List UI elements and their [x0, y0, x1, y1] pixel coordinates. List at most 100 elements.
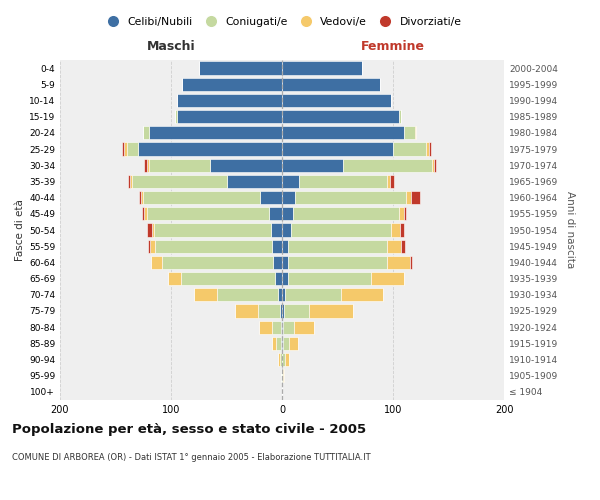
- Bar: [282, 94, 391, 107]
- Bar: [145, 207, 146, 220]
- Bar: [283, 369, 284, 382]
- Bar: [210, 158, 282, 172]
- Bar: [287, 272, 371, 285]
- Bar: [432, 158, 434, 172]
- Bar: [128, 175, 130, 188]
- Bar: [343, 158, 432, 172]
- Bar: [259, 320, 272, 334]
- Bar: [278, 288, 282, 302]
- Bar: [260, 191, 282, 204]
- Bar: [282, 288, 286, 302]
- Bar: [130, 175, 132, 188]
- Bar: [434, 158, 436, 172]
- Bar: [388, 175, 389, 188]
- Bar: [272, 320, 281, 334]
- Bar: [151, 256, 162, 269]
- Bar: [282, 126, 404, 140]
- Text: Popolazione per età, sesso e stato civile - 2005: Popolazione per età, sesso e stato civil…: [12, 422, 366, 436]
- Bar: [282, 353, 286, 366]
- Legend: Celibi/Nubili, Coniugati/e, Vedovi/e, Divorziati/e: Celibi/Nubili, Coniugati/e, Vedovi/e, Di…: [98, 12, 466, 32]
- Bar: [283, 320, 294, 334]
- Bar: [282, 110, 398, 124]
- Bar: [282, 191, 295, 204]
- Bar: [175, 110, 176, 124]
- Bar: [391, 224, 400, 236]
- Bar: [295, 191, 406, 204]
- Bar: [142, 207, 145, 220]
- Bar: [289, 336, 298, 350]
- Bar: [410, 256, 412, 269]
- Bar: [271, 224, 282, 236]
- Bar: [162, 256, 273, 269]
- Bar: [388, 256, 410, 269]
- Bar: [278, 353, 280, 366]
- Bar: [132, 175, 227, 188]
- Bar: [277, 336, 281, 350]
- Bar: [146, 224, 152, 236]
- Bar: [272, 240, 282, 253]
- Bar: [282, 175, 299, 188]
- Bar: [282, 224, 291, 236]
- Bar: [176, 110, 282, 124]
- Bar: [282, 207, 293, 220]
- Bar: [194, 288, 217, 302]
- Bar: [227, 175, 282, 188]
- Bar: [282, 142, 393, 156]
- Bar: [272, 336, 277, 350]
- Bar: [143, 191, 260, 204]
- Bar: [148, 240, 150, 253]
- Bar: [308, 304, 353, 318]
- Bar: [282, 158, 343, 172]
- Bar: [282, 320, 283, 334]
- Bar: [155, 240, 272, 253]
- Bar: [287, 240, 388, 253]
- Bar: [167, 272, 181, 285]
- Bar: [388, 240, 401, 253]
- Bar: [287, 256, 388, 269]
- Bar: [393, 142, 426, 156]
- Bar: [282, 78, 380, 91]
- Bar: [282, 304, 284, 318]
- Bar: [398, 110, 401, 124]
- Bar: [275, 272, 282, 285]
- Bar: [341, 288, 383, 302]
- Bar: [235, 304, 257, 318]
- Bar: [199, 62, 282, 74]
- Bar: [404, 207, 406, 220]
- Bar: [281, 369, 282, 382]
- Bar: [400, 224, 404, 236]
- Bar: [404, 126, 415, 140]
- Bar: [401, 240, 405, 253]
- Bar: [257, 304, 280, 318]
- Bar: [146, 158, 149, 172]
- Bar: [182, 78, 282, 91]
- Bar: [152, 224, 154, 236]
- Bar: [280, 304, 282, 318]
- Text: Femmine: Femmine: [361, 40, 425, 52]
- Bar: [371, 272, 404, 285]
- Bar: [282, 62, 362, 74]
- Bar: [299, 175, 388, 188]
- Bar: [282, 336, 283, 350]
- Bar: [127, 142, 138, 156]
- Bar: [217, 288, 278, 302]
- Bar: [143, 126, 149, 140]
- Bar: [146, 207, 269, 220]
- Bar: [273, 256, 282, 269]
- Bar: [426, 142, 428, 156]
- Bar: [139, 191, 141, 204]
- Bar: [293, 207, 398, 220]
- Bar: [149, 126, 282, 140]
- Bar: [282, 369, 283, 382]
- Bar: [428, 142, 431, 156]
- Bar: [281, 320, 282, 334]
- Bar: [154, 224, 271, 236]
- Text: Maschi: Maschi: [146, 40, 196, 52]
- Y-axis label: Anni di nascita: Anni di nascita: [565, 192, 575, 268]
- Bar: [283, 336, 289, 350]
- Bar: [280, 353, 282, 366]
- Bar: [281, 336, 282, 350]
- Bar: [181, 272, 275, 285]
- Bar: [294, 320, 314, 334]
- Text: COMUNE DI ARBOREA (OR) - Dati ISTAT 1° gennaio 2005 - Elaborazione TUTTITALIA.IT: COMUNE DI ARBOREA (OR) - Dati ISTAT 1° g…: [12, 452, 371, 462]
